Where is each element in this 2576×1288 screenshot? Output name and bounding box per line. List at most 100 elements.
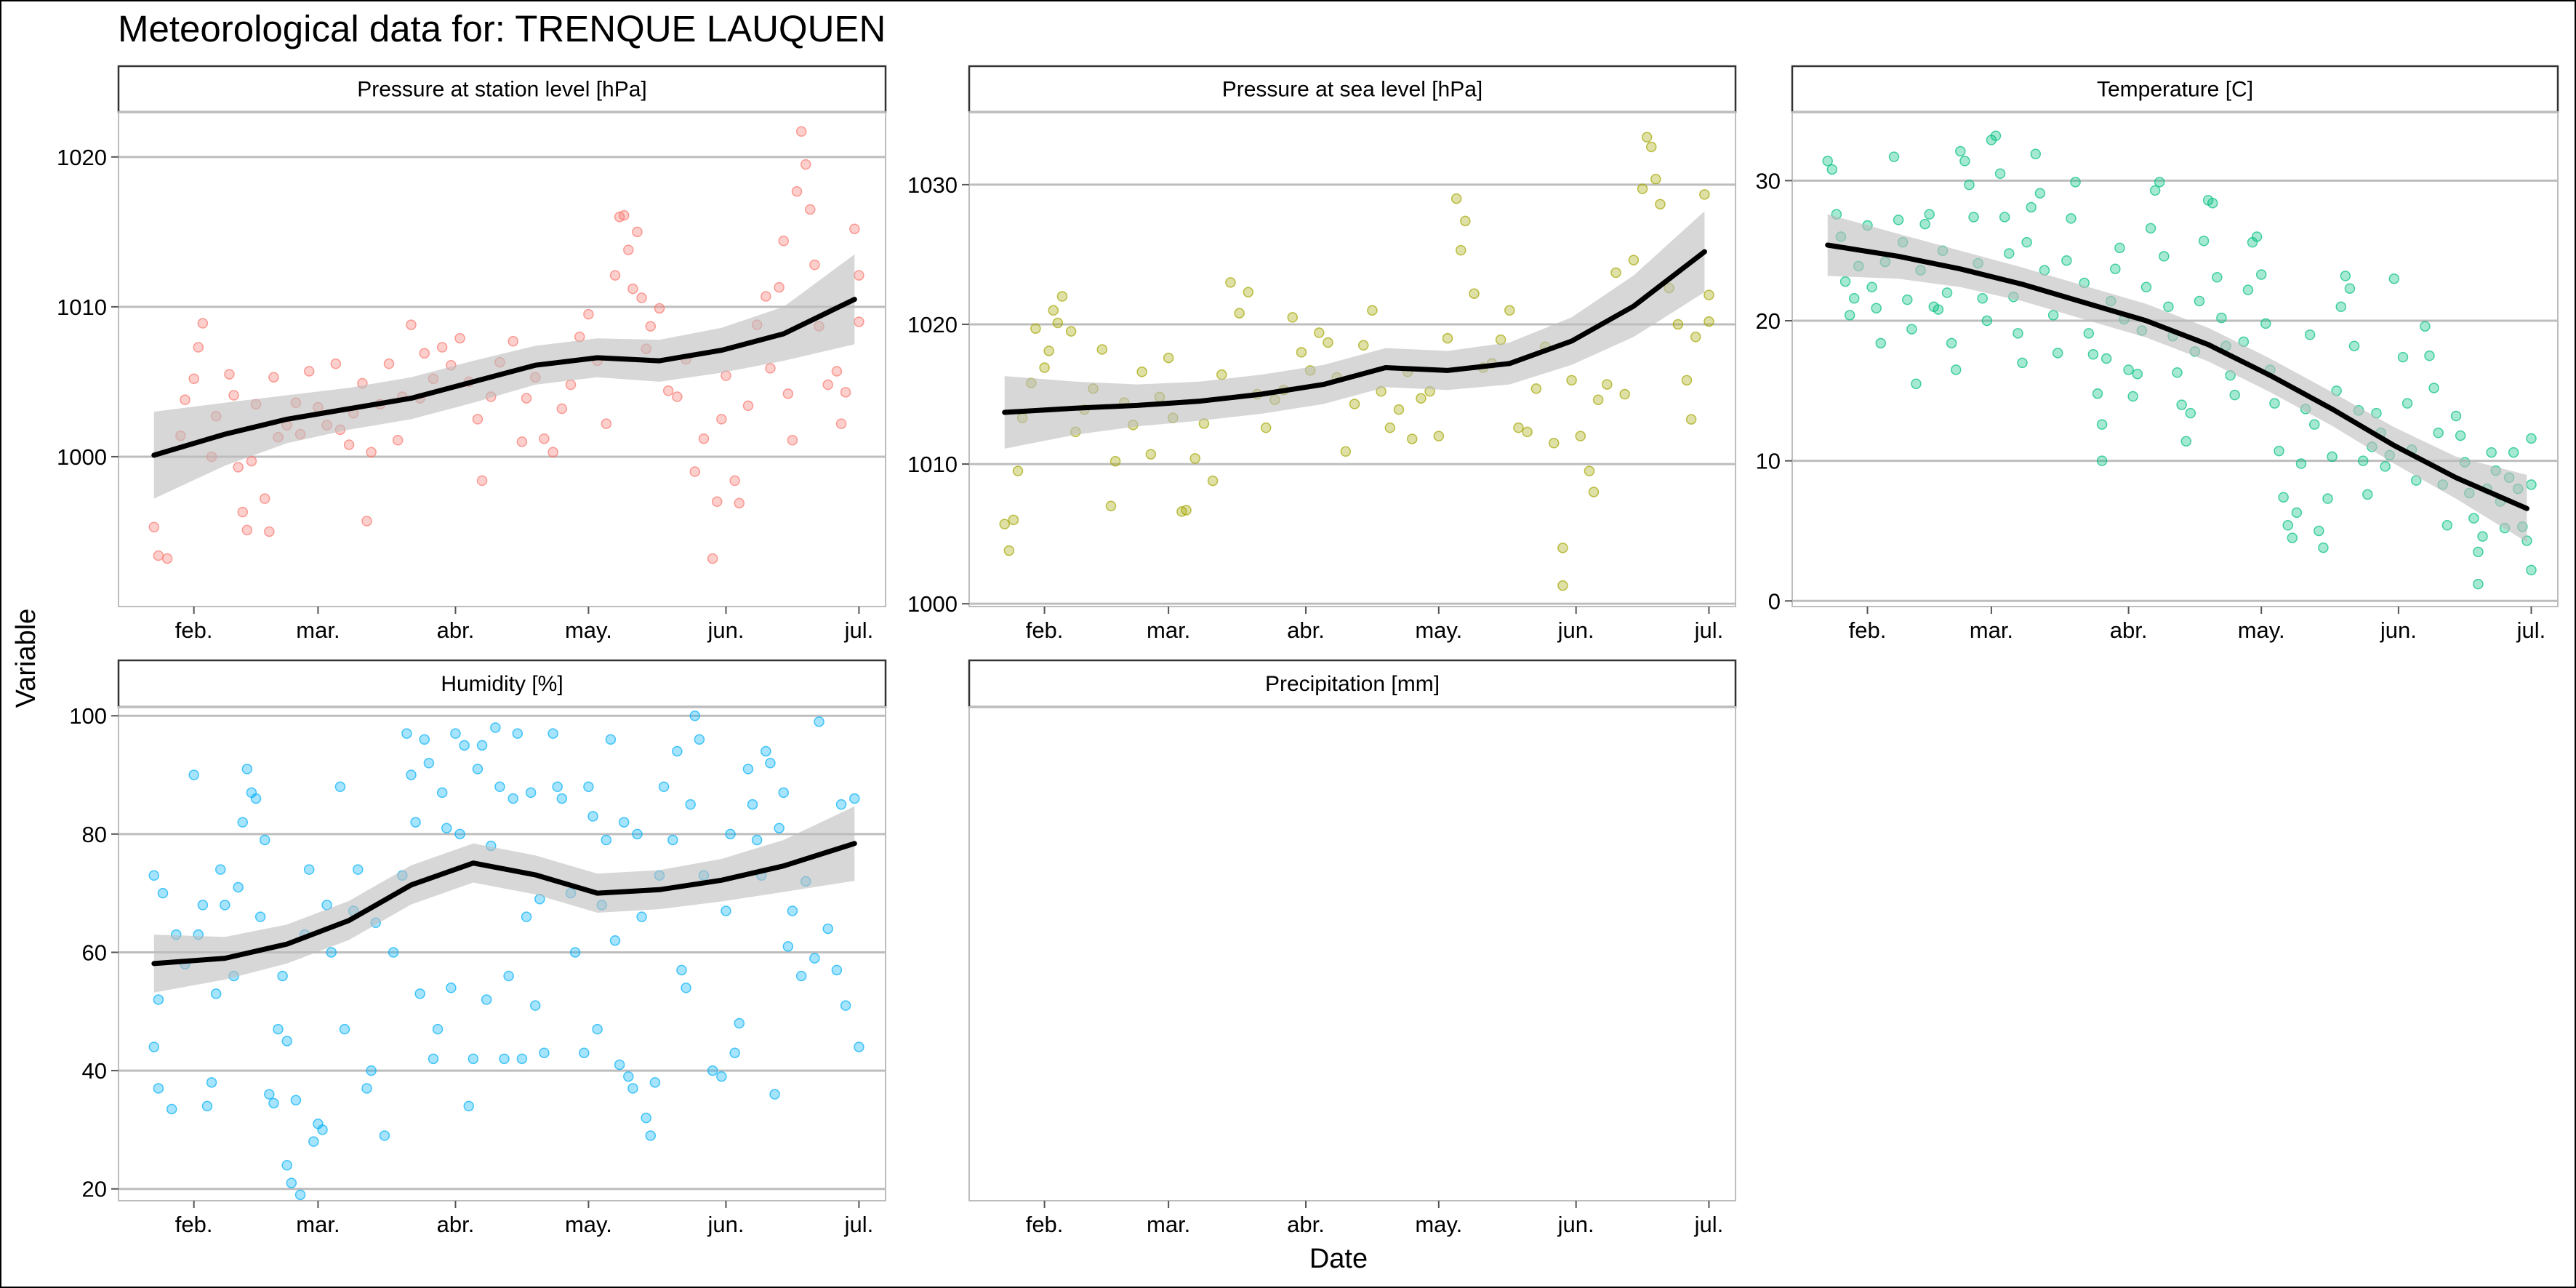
x-tick-label: feb.	[1026, 1212, 1064, 1237]
data-point	[539, 433, 550, 444]
data-point	[716, 1071, 727, 1082]
data-point	[822, 923, 833, 935]
data-point	[1655, 199, 1666, 210]
data-point	[1048, 305, 1059, 316]
data-point	[1933, 304, 1944, 315]
data-point	[1911, 378, 1922, 389]
data-point	[406, 769, 417, 780]
data-point	[246, 455, 257, 467]
data-point	[2291, 507, 2303, 519]
y-tick-label: 10	[1756, 449, 1781, 474]
data-point	[1323, 337, 1333, 348]
data-point	[2132, 368, 2143, 380]
data-point	[1056, 291, 1068, 302]
data-point	[1588, 487, 1600, 497]
x-tick-label: abr.	[1287, 617, 1325, 643]
data-point	[565, 379, 577, 391]
data-point	[250, 793, 262, 804]
data-point	[1296, 347, 1307, 358]
data-point	[201, 1100, 213, 1112]
data-point	[2260, 318, 2271, 329]
data-point	[1012, 465, 1024, 476]
data-point	[632, 828, 643, 840]
data-point	[268, 1097, 279, 1109]
data-point	[507, 336, 518, 347]
data-point	[623, 1071, 634, 1082]
facet-strip-label: Pressure at sea level [hPa]	[1222, 78, 1483, 102]
data-point	[1946, 337, 1957, 349]
data-point	[795, 970, 807, 982]
facet-strip	[968, 659, 1737, 708]
data-point	[361, 1083, 372, 1094]
data-point	[1690, 332, 1701, 343]
data-point	[2287, 532, 2298, 543]
data-point	[1844, 310, 1855, 321]
data-point	[463, 1100, 475, 1112]
y-tick-label: 1000	[57, 444, 107, 470]
data-point	[148, 870, 160, 881]
data-point	[1968, 212, 1979, 223]
data-point	[529, 1000, 541, 1011]
data-point	[1548, 438, 1560, 449]
data-point	[1052, 317, 1064, 329]
data-point	[854, 1041, 864, 1052]
x-tick-label: mar.	[1970, 617, 2013, 643]
data-point	[1637, 183, 1648, 194]
facet-panels: Pressure at station level [hPa]100010101…	[57, 65, 2559, 1237]
data-point	[366, 447, 377, 458]
data-point	[1030, 323, 1041, 334]
data-point	[761, 745, 771, 757]
data-point	[672, 745, 683, 757]
data-point	[809, 953, 820, 964]
data-point	[1871, 303, 1882, 313]
facet-strip	[1791, 65, 2559, 113]
data-point	[800, 159, 811, 170]
data-point	[1964, 179, 1975, 191]
x-tick-label: mar.	[1147, 1212, 1190, 1237]
data-point	[716, 414, 727, 425]
data-point	[2047, 310, 2059, 321]
data-point	[835, 418, 847, 429]
data-point	[521, 911, 532, 922]
data-point	[2335, 301, 2347, 313]
confidence-ribbon	[153, 254, 855, 499]
data-point	[2278, 492, 2289, 503]
data-point	[1602, 379, 1613, 390]
data-point	[1610, 267, 1621, 279]
data-point	[1039, 362, 1050, 373]
data-point	[290, 1095, 302, 1106]
x-tick-label: feb.	[175, 1212, 213, 1237]
data-point	[849, 793, 860, 804]
data-point	[432, 1023, 444, 1035]
data-point	[1234, 308, 1245, 319]
data-point	[1924, 209, 1935, 220]
data-point	[392, 435, 404, 446]
data-point	[476, 740, 488, 751]
data-point	[2149, 185, 2161, 196]
data-point	[2194, 295, 2205, 307]
data-point	[592, 1023, 603, 1035]
data-point	[1990, 130, 2002, 141]
data-point	[1181, 505, 1192, 516]
data-point	[472, 764, 483, 775]
data-point	[742, 400, 754, 412]
data-point	[237, 817, 249, 828]
data-point	[787, 435, 798, 446]
data-point	[414, 988, 425, 999]
data-point	[1003, 545, 1015, 556]
data-point	[761, 291, 771, 302]
data-point	[224, 369, 235, 380]
data-point	[419, 348, 430, 359]
facet-strip	[117, 65, 887, 113]
data-point	[614, 1059, 625, 1071]
facet-panel: Pressure at station level [hPa] 1000 1010 1…	[57, 65, 887, 643]
data-point	[2344, 283, 2356, 294]
data-point	[2021, 236, 2032, 248]
data-point	[264, 1089, 275, 1100]
data-point	[330, 358, 342, 369]
x-tick-label: mar.	[296, 1212, 340, 1237]
data-point	[689, 710, 701, 721]
data-point	[1260, 422, 1272, 433]
data-point	[1566, 375, 1577, 386]
